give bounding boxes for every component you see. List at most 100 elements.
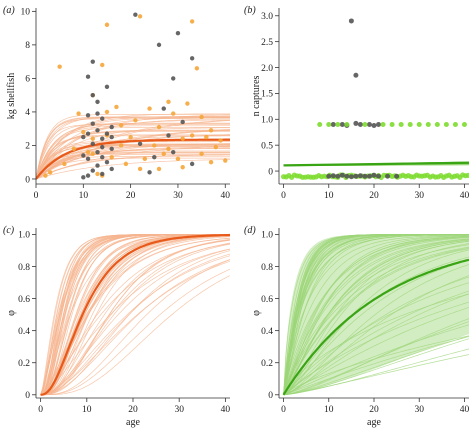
x-tick-label: 0 <box>281 405 286 415</box>
data-point <box>90 59 95 64</box>
x-tick-label: 20 <box>128 405 138 415</box>
y-tick-label: 0.5 <box>261 141 273 151</box>
x-tick-label: 0 <box>34 191 39 201</box>
posterior-curve <box>283 275 469 396</box>
data-point <box>85 74 91 79</box>
y-tick-label: 1.0 <box>261 116 273 126</box>
data-point <box>161 151 166 157</box>
data-point <box>100 62 105 68</box>
x-axis-title: age <box>367 417 381 428</box>
data-point <box>353 120 359 126</box>
x-tick-label: 40 <box>460 191 470 201</box>
data-point <box>118 143 124 148</box>
data-point <box>100 171 105 177</box>
data-point <box>104 160 110 165</box>
data-point <box>85 173 91 178</box>
mean-line <box>283 161 469 167</box>
data-point <box>109 154 114 160</box>
posterior-curve <box>283 335 469 396</box>
posterior-curve <box>36 123 230 180</box>
data-point <box>189 56 195 61</box>
posterior-curve <box>40 259 230 396</box>
mean-curve <box>282 258 469 396</box>
posterior-curve <box>283 235 469 395</box>
data-point <box>109 124 114 130</box>
data-point <box>416 121 422 127</box>
data-point <box>376 173 382 179</box>
panel-label: (d) <box>244 225 256 236</box>
plot-area <box>40 233 230 396</box>
posterior-curve <box>283 249 469 396</box>
posterior-curve <box>40 235 230 396</box>
x-tick-label: 30 <box>174 405 184 415</box>
y-tick-label: 0.6 <box>261 295 273 305</box>
data-point <box>95 171 100 177</box>
data-point <box>118 123 124 128</box>
posterior-curve <box>36 145 230 180</box>
y-axis-title: n captures <box>251 75 262 116</box>
data-point <box>95 111 100 116</box>
posterior-curve <box>36 123 230 180</box>
data-point <box>348 18 354 24</box>
y-tick-label: 0.8 <box>18 263 30 273</box>
data-point <box>366 121 372 127</box>
data-point <box>180 136 185 141</box>
data-point <box>104 131 110 136</box>
y-axis-title: φ <box>6 310 17 316</box>
data-point <box>330 173 336 179</box>
posterior-curve <box>36 134 230 180</box>
posterior-curve <box>283 307 469 396</box>
data-point <box>344 121 350 127</box>
panel-a: 0 10 20 30 40 0 2 4 6 8 10 kg shellfish (a) <box>3 5 230 201</box>
data-point <box>95 99 100 105</box>
data-point <box>57 64 62 69</box>
posterior-curve <box>283 293 469 396</box>
panel-label: (c) <box>3 225 15 236</box>
data-point <box>348 174 354 180</box>
data-point <box>171 76 176 81</box>
posterior-curve <box>36 118 230 180</box>
data-point <box>407 121 413 127</box>
data-point <box>357 121 363 127</box>
data-point <box>123 161 129 167</box>
data-point <box>95 149 100 155</box>
data-point <box>109 166 114 172</box>
data-point <box>76 111 81 116</box>
posterior-curve <box>36 116 230 180</box>
data-point <box>85 149 91 155</box>
y-tick-label: 1.0 <box>261 231 273 241</box>
y-tick-label: 2 <box>25 142 30 152</box>
y-axis-title: φ <box>251 310 262 316</box>
posterior-curve <box>283 324 469 396</box>
posterior-curve <box>283 234 469 395</box>
y-tick-label: 2.5 <box>261 38 273 48</box>
data-point <box>152 143 157 148</box>
posterior-curve <box>283 348 469 396</box>
data-point <box>81 153 86 158</box>
y-tick-label: 0.2 <box>261 359 273 369</box>
data-point <box>443 121 449 127</box>
posterior-curve <box>36 125 230 180</box>
data-point <box>156 42 162 48</box>
y-tick-label: 0 <box>25 391 30 401</box>
x-tick-label: 10 <box>82 405 92 415</box>
data-point <box>147 170 152 175</box>
panel-d: 0 10 20 30 40 0 0.2 0.4 0.6 0.8 1.0 age φ (d) <box>244 225 469 428</box>
posterior-curve <box>36 157 230 180</box>
data-point <box>47 170 53 175</box>
data-point <box>199 151 204 157</box>
data-point <box>376 121 382 127</box>
panel-label: (b) <box>244 5 256 16</box>
y-tick-label: 8 <box>25 41 30 51</box>
data-point <box>90 136 95 141</box>
y-tick-label: 3.0 <box>261 12 273 22</box>
data-point <box>90 141 95 146</box>
data-point <box>371 123 377 129</box>
posterior-curve <box>283 238 469 395</box>
data-point <box>398 121 404 127</box>
data-point <box>137 14 143 19</box>
data-point <box>104 84 110 89</box>
x-tick-label: 40 <box>221 191 231 201</box>
data-point <box>208 160 214 165</box>
